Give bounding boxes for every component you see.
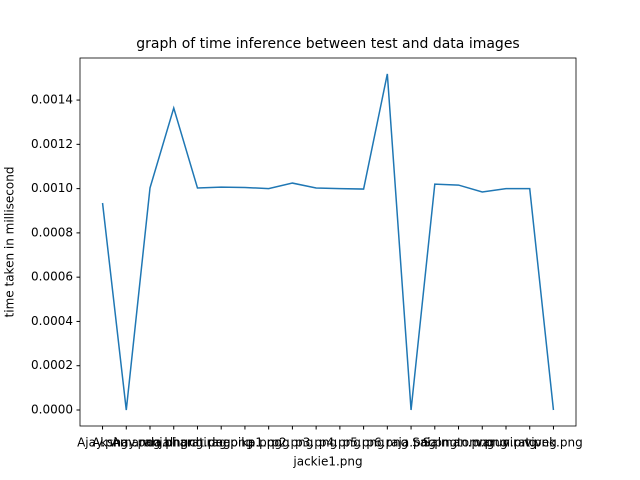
line — [101, 73, 555, 411]
x-tick-label: Akshay.png — [92, 436, 160, 450]
x-tick-label: anjali.png — [144, 436, 203, 450]
chart-title: graph of time inference between test and… — [136, 36, 519, 52]
y-tick-label: 0.0002 — [31, 358, 73, 372]
y-tick-label: 0.0006 — [31, 270, 73, 284]
y-tick-label: 0.0010 — [31, 181, 73, 195]
x-tick-label: Sai.png — [412, 436, 457, 450]
y-tick-label: 0.0000 — [31, 402, 73, 416]
y-tick-label: 0.0012 — [31, 137, 73, 151]
x-tick-label: p1.png — [248, 436, 290, 450]
x-tick-label: p2.png — [271, 436, 313, 450]
y-tick-label: 0.0014 — [31, 93, 73, 107]
x-tick-label: bharat.png — [164, 436, 230, 450]
x-tick-label: Amanda.png — [112, 436, 188, 450]
x-tick-label: varun.png — [475, 436, 536, 450]
x-tick-label: p6.png — [366, 436, 408, 450]
x-tick-label: deepika.png — [208, 436, 282, 450]
x-tick-label: Salman.png — [423, 436, 495, 450]
x-axis-label: jackie1.png — [292, 455, 362, 469]
x-tick-label: p3.png — [295, 436, 337, 450]
x-tick-label: Ajay.png — [77, 436, 128, 450]
x-tick-label: p4.png — [319, 436, 361, 450]
x-tick-label: virat.png — [503, 436, 557, 450]
y-tick-label: 0.0004 — [31, 314, 73, 328]
x-tick-label: vivek.png — [524, 436, 583, 450]
x-tick-label: tom.png — [457, 436, 507, 450]
y-axis-label: time taken in millisecond — [3, 167, 17, 318]
y-tick-label: 0.0008 — [31, 225, 73, 239]
plot-frame — [79, 57, 577, 427]
x-tick-label: raja.png — [386, 436, 436, 450]
x-tick-label: chirag.png — [189, 436, 253, 450]
x-tick-label: p5.png — [343, 436, 385, 450]
